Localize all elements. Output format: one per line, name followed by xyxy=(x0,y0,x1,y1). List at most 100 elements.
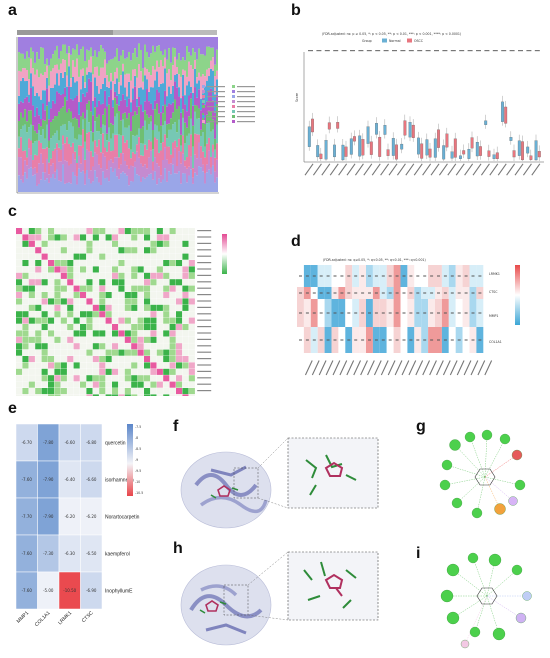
corr-cell xyxy=(144,285,151,292)
corr-cell xyxy=(67,388,74,395)
corr-cell xyxy=(163,356,170,363)
cell-fraction-segment xyxy=(68,143,70,166)
cell-fraction-segment xyxy=(136,134,138,145)
corr-cell xyxy=(124,362,131,369)
corr-cell xyxy=(73,343,80,350)
cell-fraction-segment xyxy=(144,120,146,145)
cell-fraction-segment xyxy=(92,115,94,133)
cell-fraction-segment xyxy=(210,47,212,61)
residue-node xyxy=(467,552,479,564)
significance-mark xyxy=(316,50,322,52)
cell-fraction-segment xyxy=(78,127,80,135)
cell-fraction-segment xyxy=(102,124,104,134)
cell-fraction-segment xyxy=(72,100,74,119)
corr-cell xyxy=(22,253,29,260)
cell-fraction-segment xyxy=(204,123,206,147)
cell-fraction-segment xyxy=(104,178,106,192)
significance-mark xyxy=(425,50,431,52)
corr-cell xyxy=(118,234,125,241)
corr-cell xyxy=(176,381,183,388)
corr-cell xyxy=(188,375,195,382)
corr-cell xyxy=(35,298,42,305)
corr-cell xyxy=(176,394,183,396)
compound-label: quercetin xyxy=(105,441,126,447)
corr-cell xyxy=(188,381,195,388)
cell-fraction-segment xyxy=(88,71,90,79)
cell-fraction-segment xyxy=(198,80,200,90)
corr-cell xyxy=(73,260,80,267)
cell-fraction-segment xyxy=(132,69,134,89)
corr-cell xyxy=(169,356,176,363)
significance-mark xyxy=(434,50,439,52)
legend-text-stub xyxy=(207,101,225,103)
cell-fraction-segment xyxy=(214,37,216,65)
legend-swatch xyxy=(202,120,205,123)
corr-cell xyxy=(137,266,144,273)
cell-fraction-segment xyxy=(130,181,132,192)
corr-cell xyxy=(28,298,35,305)
cell-fraction-segment xyxy=(174,148,176,174)
corr-cell xyxy=(182,285,189,292)
cell-fraction-segment xyxy=(62,164,64,192)
corr-cell xyxy=(112,349,119,356)
corr-cell xyxy=(41,311,48,318)
cell-fraction-segment xyxy=(166,73,168,97)
corr-cell xyxy=(169,234,176,241)
corr-cell xyxy=(169,330,176,337)
cell-fraction-segment xyxy=(216,37,218,50)
corr-cell xyxy=(137,253,144,260)
corr-cell xyxy=(92,266,99,273)
cell-fraction-segment xyxy=(106,140,108,152)
corr-cell xyxy=(144,394,151,396)
corr-cell xyxy=(67,336,74,343)
sig-mark xyxy=(430,312,434,314)
cell-fraction-segment xyxy=(198,89,200,109)
cell-fraction-segment xyxy=(154,124,156,138)
corr-cell xyxy=(124,298,131,305)
cell-fraction-segment xyxy=(116,113,118,135)
corr-cell xyxy=(99,349,106,356)
cell-fraction-segment xyxy=(190,134,192,157)
cell-fraction-segment xyxy=(104,108,106,126)
cell-fraction-segment xyxy=(66,112,68,131)
corr-cell xyxy=(156,228,163,235)
corr-cell xyxy=(144,240,151,247)
docking-value-label: -6.60 xyxy=(65,440,76,445)
docking-value-label: -7.60 xyxy=(22,477,33,482)
corr-cell xyxy=(67,228,74,235)
corr-cell xyxy=(60,272,67,279)
cell-fraction-segment xyxy=(94,140,96,153)
sig-mark xyxy=(423,275,427,277)
cell-fraction-segment xyxy=(50,71,52,88)
cell-fraction-segment xyxy=(120,135,122,154)
corr-cell xyxy=(144,324,151,331)
cell-fraction-segment xyxy=(96,154,98,178)
corr-cell xyxy=(48,272,55,279)
corr-cell xyxy=(73,298,80,305)
cell-fraction-segment xyxy=(118,168,120,180)
sig-mark xyxy=(402,312,406,314)
cell-fraction-segment xyxy=(36,155,38,173)
cell-fraction-segment xyxy=(148,57,150,73)
cell-fraction-segment xyxy=(30,87,32,111)
corr-cell xyxy=(16,336,23,343)
docking-value-label: -7.90 xyxy=(43,514,54,519)
corr-cell xyxy=(182,394,189,396)
corr-cell xyxy=(73,388,80,395)
cell-fraction-segment xyxy=(86,49,88,68)
cell-fraction-segment xyxy=(90,72,92,82)
cell-fraction-segment xyxy=(82,119,84,130)
cell-fraction-segment xyxy=(128,51,130,74)
boxplot-box xyxy=(487,150,491,157)
sig-mark xyxy=(374,312,378,314)
corr-cell xyxy=(156,272,163,279)
cell-fraction-segment xyxy=(154,100,156,110)
boxplot-box xyxy=(417,137,420,155)
x-tick-label-stub xyxy=(371,163,381,176)
cell-fraction-segment xyxy=(192,69,194,93)
cell-fraction-segment xyxy=(90,111,92,132)
cell-fraction-segment xyxy=(114,157,116,169)
cell-fraction-segment xyxy=(38,140,40,164)
cell-fraction-segment xyxy=(94,152,96,171)
corr-cell xyxy=(99,260,106,267)
